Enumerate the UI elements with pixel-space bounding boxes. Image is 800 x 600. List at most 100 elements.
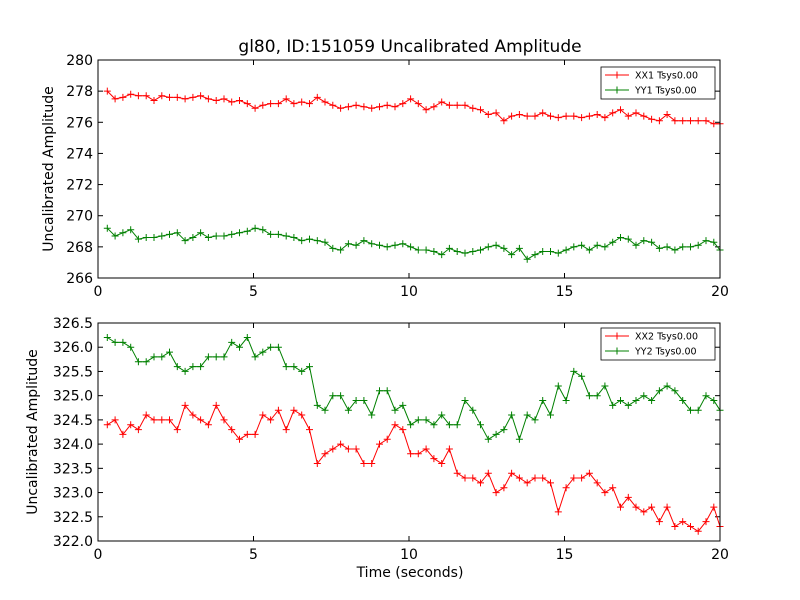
data-point-xx2-tsys0-00: [173, 426, 181, 434]
data-point-yy2-tsys0-00: [119, 338, 127, 346]
data-point-xx1-tsys0-00: [111, 95, 119, 103]
data-point-xx2-tsys0-00: [578, 474, 586, 482]
data-point-yy1-tsys0-00: [368, 240, 376, 248]
data-point-yy2-tsys0-00: [554, 382, 562, 390]
data-point-yy2-tsys0-00: [306, 363, 313, 371]
legend-entry-xx2: XX2 Tsys0.00: [605, 332, 698, 343]
y-tick-label: 323.5: [53, 461, 93, 477]
data-point-xx1-tsys0-00: [236, 97, 243, 104]
y-tick-label: 270: [66, 209, 93, 225]
data-point-yy1-tsys0-00: [119, 229, 127, 237]
data-point-yy2-tsys0-00: [570, 367, 578, 375]
data-point-xx1-tsys0-00: [383, 101, 391, 109]
data-point-yy1-tsys0-00: [694, 241, 702, 249]
data-point-yy2-tsys0-00: [523, 411, 531, 419]
data-point-xx2-tsys0-00: [119, 430, 127, 438]
data-point-xx1-tsys0-00: [702, 117, 710, 125]
data-point-yy1-tsys0-00: [306, 235, 313, 243]
data-point-xx1-tsys0-00: [212, 97, 220, 104]
data-point-xx2-tsys0-00: [617, 503, 624, 511]
data-point-yy1-tsys0-00: [430, 248, 438, 255]
plot-frame-top: [97, 59, 721, 279]
data-point-xx1-tsys0-00: [119, 93, 127, 101]
data-point-xx2-tsys0-00: [710, 503, 718, 511]
y-tick-label: 274: [66, 146, 93, 162]
data-point-xx1-tsys0-00: [430, 103, 438, 111]
data-point-yy2-tsys0-00: [134, 358, 142, 366]
data-point-yy1-tsys0-00: [204, 234, 212, 241]
data-point-yy2-tsys0-00: [671, 387, 679, 395]
y-tick-label: 276: [66, 115, 93, 131]
legend-label-yy1: YY1 Tsys0.00: [634, 86, 697, 97]
data-point-yy1-tsys0-00: [220, 232, 228, 240]
data-point-xx1-tsys0-00: [531, 112, 539, 120]
data-point-xx2-tsys0-00: [438, 460, 446, 467]
data-point-yy1-tsys0-00: [173, 229, 181, 237]
y-tick-label: 280: [66, 53, 93, 69]
data-point-yy2-tsys0-00: [585, 392, 593, 400]
data-point-xx1-tsys0-00: [609, 109, 617, 117]
data-point-yy2-tsys0-00: [492, 430, 500, 438]
data-point-yy2-tsys0-00: [329, 392, 337, 400]
data-point-yy1-tsys0-00: [189, 234, 197, 241]
data-point-xx1-tsys0-00: [554, 114, 562, 122]
data-point-xx1-tsys0-00: [321, 98, 329, 106]
data-point-yy2-tsys0-00: [547, 411, 554, 419]
series-group-top: [103, 87, 724, 263]
data-point-yy1-tsys0-00: [267, 230, 275, 238]
data-point-yy1-tsys0-00: [212, 232, 220, 240]
data-point-yy2-tsys0-00: [687, 406, 694, 414]
y-tick-label: 326.0: [53, 340, 93, 356]
data-point-xx1-tsys0-00: [134, 92, 142, 100]
x-tick-label: 10: [400, 284, 418, 300]
data-point-xx1-tsys0-00: [679, 117, 687, 125]
data-point-yy2-tsys0-00: [663, 382, 671, 390]
data-point-yy1-tsys0-00: [337, 246, 345, 254]
data-point-xx1-tsys0-00: [523, 112, 531, 120]
y-tick-label: 266: [66, 271, 93, 287]
series-yy1-tsys0-00: [103, 224, 724, 263]
data-point-xx2-tsys0-00: [150, 416, 158, 424]
data-point-xx2-tsys0-00: [298, 411, 306, 419]
data-point-yy2-tsys0-00: [344, 406, 352, 414]
axis-ticks-bottom: 0 5 10 15 20 322.0 322.5 323.0 323.5 324.0 324.5 32…: [53, 316, 729, 563]
data-point-xx2-tsys0-00: [158, 416, 166, 424]
legend-top: XX1 Tsys0.00 YY1 Tsys0.00: [600, 66, 716, 100]
data-point-xx1-tsys0-00: [601, 114, 609, 122]
data-point-xx1-tsys0-00: [671, 117, 679, 125]
data-point-xx1-tsys0-00: [399, 100, 407, 108]
data-point-xx2-tsys0-00: [337, 440, 345, 448]
legend-label-xx2: XX2 Tsys0.00: [635, 332, 698, 343]
data-point-xx2-tsys0-00: [422, 445, 430, 453]
subplot-top: 0 5 10 15 20 266 268 270 272 274 276 278 280 Uncalib…: [41, 53, 729, 300]
y-tick-label: 325.5: [53, 364, 93, 380]
data-point-yy2-tsys0-00: [204, 353, 212, 361]
data-point-yy1-tsys0-00: [469, 248, 477, 255]
data-point-yy2-tsys0-00: [539, 397, 547, 404]
data-point-xx1-tsys0-00: [267, 100, 275, 108]
data-point-yy1-tsys0-00: [508, 251, 516, 259]
data-point-xx2-tsys0-00: [554, 508, 562, 516]
data-point-xx2-tsys0-00: [267, 416, 275, 424]
data-point-xx2-tsys0-00: [228, 426, 236, 434]
data-point-yy1-tsys0-00: [166, 230, 173, 238]
y-axis-label-top: Uncalibrated Amplitude: [41, 86, 57, 252]
data-point-yy2-tsys0-00: [282, 363, 290, 371]
data-point-xx2-tsys0-00: [655, 518, 663, 526]
y-tick-label: 325.0: [53, 389, 93, 405]
legend-entry-yy2: YY2 Tsys0.00: [605, 347, 697, 358]
data-point-yy1-tsys0-00: [562, 246, 570, 254]
data-point-yy2-tsys0-00: [500, 426, 508, 434]
data-point-xx1-tsys0-00: [150, 97, 158, 104]
series-group-bottom: [103, 334, 724, 535]
data-point-yy1-tsys0-00: [103, 224, 111, 232]
data-point-xx1-tsys0-00: [500, 117, 508, 125]
data-point-xx1-tsys0-00: [632, 109, 640, 117]
y-tick-label: 322.0: [53, 534, 93, 550]
data-point-yy1-tsys0-00: [445, 244, 453, 252]
x-tick-label: 15: [556, 547, 574, 563]
x-tick-label: 10: [400, 547, 418, 563]
subplot-bottom: 0 5 10 15 20 322.0 322.5 323.0 323.5 324.0 324.5 32…: [25, 316, 729, 581]
y-tick-label: 272: [66, 178, 93, 194]
data-point-xx2-tsys0-00: [236, 435, 243, 443]
